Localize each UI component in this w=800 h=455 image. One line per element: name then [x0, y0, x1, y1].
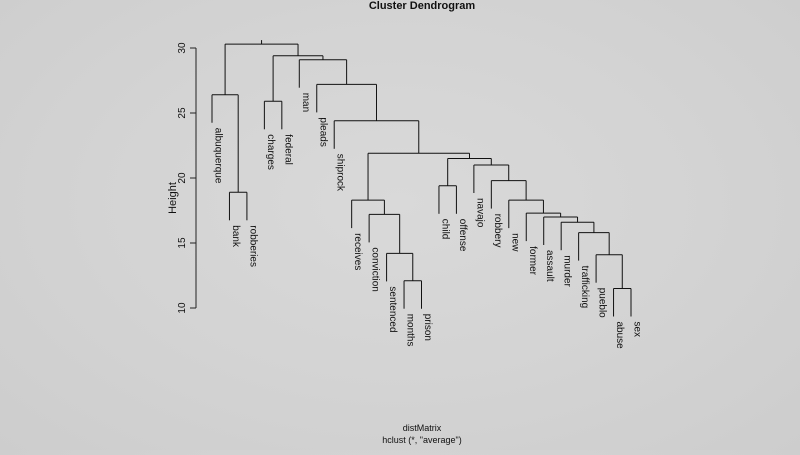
leaf-label-robbery: robbery: [492, 214, 503, 248]
leaf-label-shiprock: shiprock: [335, 154, 346, 192]
merge-m_sentenced: [386, 252, 414, 282]
merge-m_shiprock: [333, 120, 420, 154]
leaf-label-former: former: [527, 246, 538, 276]
leaf-label-prison: prison: [422, 314, 433, 341]
y-tick-label-20: 20: [177, 172, 188, 184]
leaf-label-federal: federal: [282, 134, 293, 165]
leaf-label-pleads: pleads: [317, 117, 328, 146]
y-axis: 10 15 20 25 30: [177, 42, 197, 314]
merge-m_child_off: [438, 185, 457, 214]
leaf-label-assault: assault: [544, 250, 555, 282]
chart-title: Cluster Dendrogram: [369, 0, 476, 12]
merge-m_charges_fed: [263, 100, 283, 130]
merge-m_pueblo: [595, 254, 623, 289]
leaf-label-trafficking: trafficking: [579, 266, 590, 309]
leaf-label-months: months: [405, 314, 416, 347]
merge-m_man: [298, 59, 348, 88]
leaf-label-abuse: abuse: [614, 322, 625, 350]
y-axis-label: Height: [167, 182, 179, 214]
x-axis-label: distMatrix: [403, 423, 442, 433]
leaf-label-sentenced: sentenced: [387, 286, 398, 332]
leaf-label-receives: receives: [352, 233, 363, 270]
y-tick-label-30: 30: [177, 42, 188, 54]
y-tick-label-15: 15: [177, 237, 188, 249]
leaf-label-navajo: navajo: [474, 198, 485, 228]
leaf-label-conviction: conviction: [370, 247, 381, 291]
merge-m_murder: [560, 221, 595, 251]
merge-m_months_prison: [403, 280, 422, 309]
leaf-label-child: child: [439, 219, 450, 240]
y-tick-label-25: 25: [177, 107, 188, 119]
leaf-label-offense: offense: [457, 219, 468, 252]
merge-m_traff: [578, 232, 610, 261]
leaf-label-charges: charges: [265, 134, 276, 170]
merge-m_child_group: [447, 158, 492, 186]
leaf-label-pueblo: pueblo: [597, 288, 608, 318]
merge-m_big: [367, 152, 470, 201]
chart-subtitle: hclust (*, "average"): [382, 435, 461, 445]
leaf-label-albuquerque: albuquerque: [213, 128, 224, 184]
leaf-labels: albuquerque bank robberies charges federal ma…: [213, 93, 643, 349]
leaf-label-man: man: [300, 93, 311, 112]
merge-m_abuse_sex: [613, 288, 632, 317]
merge-m_charges_group: [272, 55, 324, 102]
merge-m_assault: [543, 216, 579, 245]
merge-m_root: [224, 43, 299, 95]
leaf-label-robberies: robberies: [247, 225, 258, 267]
leaf-label-new: new: [509, 233, 520, 252]
leaf-label-bank: bank: [230, 225, 241, 248]
dendrogram-branches: [211, 40, 632, 317]
merge-m_bank_rob: [228, 191, 248, 221]
merge-m_pleads: [316, 83, 377, 121]
y-tick-label-10: 10: [177, 302, 188, 314]
leaf-label-sex: sex: [632, 322, 643, 338]
leaf-label-murder: murder: [562, 255, 573, 287]
